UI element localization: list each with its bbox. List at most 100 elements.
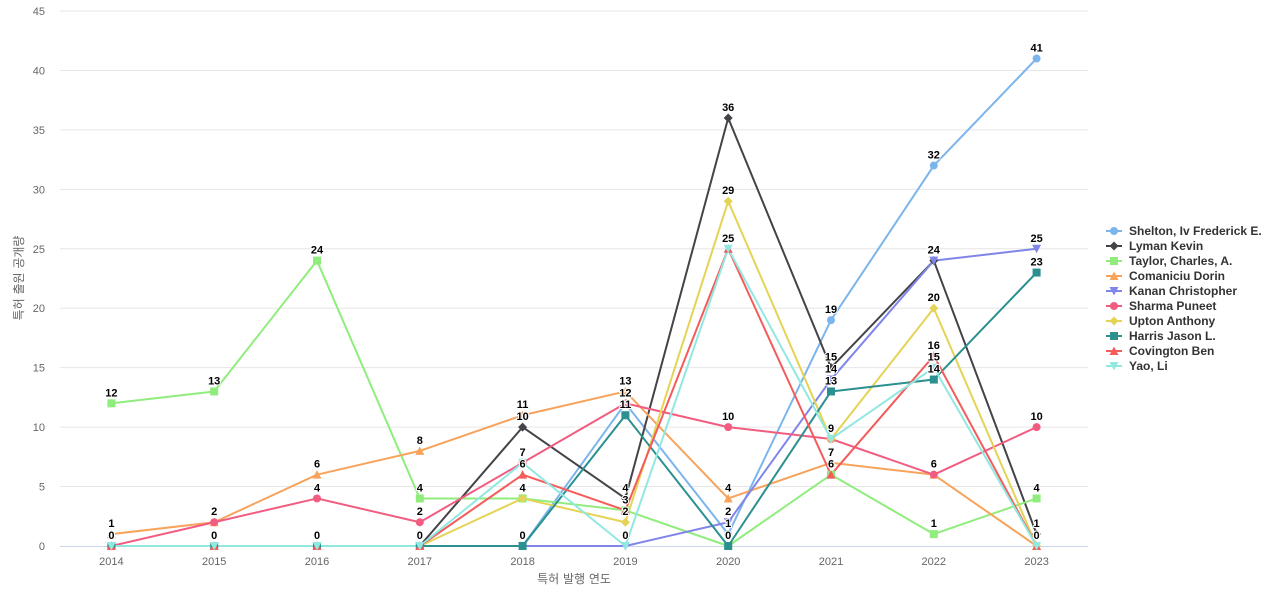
data-label: 0 <box>211 530 217 542</box>
legend-item[interactable]: Harris Jason L. <box>1106 328 1262 343</box>
x-axis-title: 특허 발행 연도 <box>537 571 611 586</box>
data-label: 7 <box>828 447 834 459</box>
data-point[interactable] <box>312 470 322 479</box>
data-point[interactable] <box>929 351 939 360</box>
data-point[interactable] <box>620 493 630 503</box>
data-point[interactable] <box>1032 542 1042 551</box>
data-point[interactable] <box>620 505 630 515</box>
legend-label: Shelton, Iv Frederick E. <box>1129 223 1262 238</box>
data-point[interactable] <box>210 518 219 527</box>
data-point[interactable] <box>1032 54 1041 63</box>
data-point[interactable] <box>415 518 424 527</box>
data-label: 0 <box>622 530 628 542</box>
data-point[interactable] <box>518 422 528 432</box>
data-label: 13 <box>208 375 220 387</box>
data-point[interactable] <box>415 446 425 455</box>
y-tick-label: 20 <box>33 303 45 315</box>
data-point[interactable] <box>1032 494 1041 503</box>
x-tick-label: 2022 <box>922 556 946 568</box>
x-tick-label: 2017 <box>408 556 432 568</box>
data-point[interactable] <box>723 196 733 206</box>
data-point[interactable] <box>620 386 630 396</box>
legend-item[interactable]: Kanan Christopher <box>1106 283 1262 298</box>
data-point[interactable] <box>621 399 630 408</box>
data-point[interactable] <box>723 113 733 123</box>
series-markers[interactable] <box>106 54 1042 551</box>
data-point[interactable] <box>1032 268 1041 277</box>
data-point[interactable] <box>724 530 733 539</box>
legend-item[interactable]: Upton Anthony <box>1106 313 1262 328</box>
data-label: 6 <box>931 459 937 471</box>
data-label: 0 <box>622 530 628 542</box>
x-tick-label: 2015 <box>202 556 226 568</box>
data-point[interactable] <box>827 316 835 325</box>
data-point[interactable] <box>518 470 528 479</box>
data-point[interactable] <box>723 493 733 503</box>
data-point[interactable] <box>723 518 733 527</box>
y-axis-title: 특허 출원 공개량 <box>12 236 26 321</box>
legend-item[interactable]: Sharma Puneet <box>1106 298 1262 313</box>
data-point[interactable] <box>209 542 219 551</box>
legend-item[interactable]: Taylor, Charles, A. <box>1106 253 1262 268</box>
data-point[interactable] <box>518 542 527 550</box>
data-point[interactable] <box>620 517 630 527</box>
data-point[interactable] <box>415 542 425 551</box>
data-point[interactable] <box>312 542 322 551</box>
data-point[interactable] <box>723 244 733 254</box>
data-point[interactable] <box>107 399 116 408</box>
data-point[interactable] <box>929 161 938 170</box>
data-point[interactable] <box>929 375 938 384</box>
series-line <box>110 390 1038 547</box>
data-point[interactable] <box>210 387 219 396</box>
data-point[interactable] <box>826 375 836 385</box>
data-label: 11 <box>517 399 529 411</box>
legend-marker-icon <box>1110 301 1118 310</box>
data-point[interactable] <box>929 470 938 479</box>
data-point[interactable] <box>1032 244 1042 254</box>
data-point[interactable] <box>106 529 116 539</box>
data-label: 0 <box>108 530 114 542</box>
data-point[interactable] <box>621 411 630 420</box>
data-point[interactable] <box>826 435 836 444</box>
data-point[interactable] <box>826 470 836 479</box>
data-label: 32 <box>928 150 940 162</box>
series-lines <box>110 57 1038 547</box>
legend-swatch-icon <box>1106 286 1122 295</box>
data-point[interactable] <box>620 542 630 551</box>
data-point[interactable] <box>724 542 733 550</box>
legend-item[interactable]: Covington Ben <box>1106 343 1262 358</box>
data-point[interactable] <box>106 542 116 551</box>
data-point[interactable] <box>1032 529 1042 539</box>
data-label: 13 <box>825 375 837 387</box>
data-label: 0 <box>417 530 423 542</box>
legend-item[interactable]: Yao, Li <box>1106 358 1262 373</box>
data-point[interactable] <box>313 494 321 503</box>
legend-label: Upton Anthony <box>1129 313 1216 328</box>
data-point[interactable] <box>724 423 733 432</box>
data-point[interactable] <box>518 410 528 420</box>
legend-item[interactable]: Comaniciu Dorin <box>1106 268 1262 283</box>
data-label: 2 <box>211 506 217 518</box>
data-label: 0 <box>417 530 423 542</box>
data-point[interactable] <box>929 256 939 266</box>
data-point[interactable] <box>518 493 528 503</box>
data-point[interactable] <box>1032 423 1041 432</box>
data-point[interactable] <box>826 458 836 467</box>
data-label: 15 <box>928 352 940 364</box>
data-point[interactable] <box>929 363 939 373</box>
legend-swatch-icon <box>1106 256 1122 265</box>
data-point[interactable] <box>518 458 528 468</box>
data-point[interactable] <box>826 363 836 373</box>
data-point[interactable] <box>313 256 321 265</box>
data-label: 0 <box>108 530 114 542</box>
data-label: 16 <box>928 340 940 352</box>
data-point[interactable] <box>415 494 424 503</box>
data-point[interactable] <box>827 387 835 396</box>
data-point[interactable] <box>929 303 939 313</box>
data-label: 2 <box>622 506 628 518</box>
legend-item[interactable]: Lyman Kevin <box>1106 238 1262 253</box>
data-point[interactable] <box>929 530 938 539</box>
legend-item[interactable]: Shelton, Iv Frederick E. <box>1106 223 1262 238</box>
x-axis-tick-labels: 2014 2015 2016 2017 2018 2019 2020 2021 2022 2023 <box>99 556 1049 568</box>
